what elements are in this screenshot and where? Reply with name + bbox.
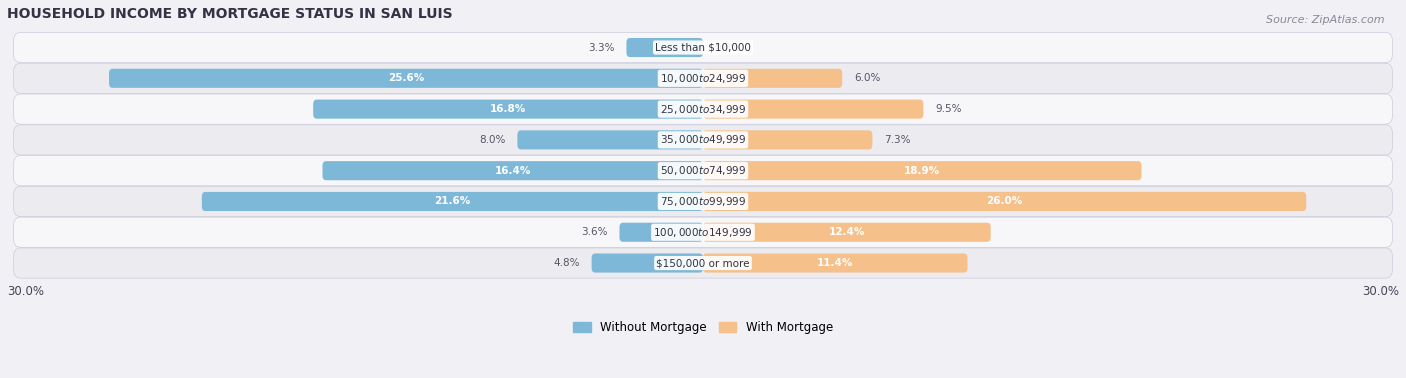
Text: $50,000 to $74,999: $50,000 to $74,999 bbox=[659, 164, 747, 177]
Text: $100,000 to $149,999: $100,000 to $149,999 bbox=[654, 226, 752, 239]
FancyBboxPatch shape bbox=[314, 99, 703, 119]
Text: $75,000 to $99,999: $75,000 to $99,999 bbox=[659, 195, 747, 208]
FancyBboxPatch shape bbox=[703, 161, 1142, 180]
Text: 11.4%: 11.4% bbox=[817, 258, 853, 268]
Text: 12.4%: 12.4% bbox=[828, 227, 865, 237]
FancyBboxPatch shape bbox=[627, 38, 703, 57]
FancyBboxPatch shape bbox=[14, 156, 1392, 186]
FancyBboxPatch shape bbox=[14, 248, 1392, 278]
Text: $35,000 to $49,999: $35,000 to $49,999 bbox=[659, 133, 747, 146]
Legend: Without Mortgage, With Mortgage: Without Mortgage, With Mortgage bbox=[568, 316, 838, 339]
Text: 3.6%: 3.6% bbox=[581, 227, 607, 237]
Text: 9.5%: 9.5% bbox=[935, 104, 962, 114]
FancyBboxPatch shape bbox=[14, 125, 1392, 155]
FancyBboxPatch shape bbox=[14, 186, 1392, 217]
FancyBboxPatch shape bbox=[14, 33, 1392, 63]
Text: $150,000 or more: $150,000 or more bbox=[657, 258, 749, 268]
Text: 7.3%: 7.3% bbox=[884, 135, 911, 145]
FancyBboxPatch shape bbox=[110, 69, 703, 88]
FancyBboxPatch shape bbox=[592, 254, 703, 273]
Text: $25,000 to $34,999: $25,000 to $34,999 bbox=[659, 102, 747, 116]
FancyBboxPatch shape bbox=[703, 99, 924, 119]
Text: 3.3%: 3.3% bbox=[588, 43, 614, 53]
Text: Less than $10,000: Less than $10,000 bbox=[655, 43, 751, 53]
Text: 30.0%: 30.0% bbox=[1362, 285, 1399, 297]
FancyBboxPatch shape bbox=[703, 254, 967, 273]
FancyBboxPatch shape bbox=[703, 192, 1306, 211]
Text: 6.0%: 6.0% bbox=[853, 73, 880, 83]
FancyBboxPatch shape bbox=[703, 69, 842, 88]
Text: Source: ZipAtlas.com: Source: ZipAtlas.com bbox=[1267, 15, 1385, 25]
Text: 25.6%: 25.6% bbox=[388, 73, 425, 83]
Text: $10,000 to $24,999: $10,000 to $24,999 bbox=[659, 72, 747, 85]
FancyBboxPatch shape bbox=[14, 94, 1392, 124]
Text: 26.0%: 26.0% bbox=[987, 197, 1022, 206]
FancyBboxPatch shape bbox=[703, 223, 991, 242]
Text: 21.6%: 21.6% bbox=[434, 197, 471, 206]
Text: 16.8%: 16.8% bbox=[489, 104, 526, 114]
Text: HOUSEHOLD INCOME BY MORTGAGE STATUS IN SAN LUIS: HOUSEHOLD INCOME BY MORTGAGE STATUS IN S… bbox=[7, 7, 453, 21]
FancyBboxPatch shape bbox=[322, 161, 703, 180]
Text: 0.0%: 0.0% bbox=[714, 43, 741, 53]
Text: 4.8%: 4.8% bbox=[554, 258, 581, 268]
Text: 8.0%: 8.0% bbox=[479, 135, 506, 145]
Text: 18.9%: 18.9% bbox=[904, 166, 941, 176]
FancyBboxPatch shape bbox=[517, 130, 703, 149]
FancyBboxPatch shape bbox=[14, 63, 1392, 93]
FancyBboxPatch shape bbox=[202, 192, 703, 211]
FancyBboxPatch shape bbox=[14, 217, 1392, 247]
Text: 30.0%: 30.0% bbox=[7, 285, 44, 297]
FancyBboxPatch shape bbox=[703, 130, 872, 149]
FancyBboxPatch shape bbox=[620, 223, 703, 242]
Text: 16.4%: 16.4% bbox=[495, 166, 531, 176]
